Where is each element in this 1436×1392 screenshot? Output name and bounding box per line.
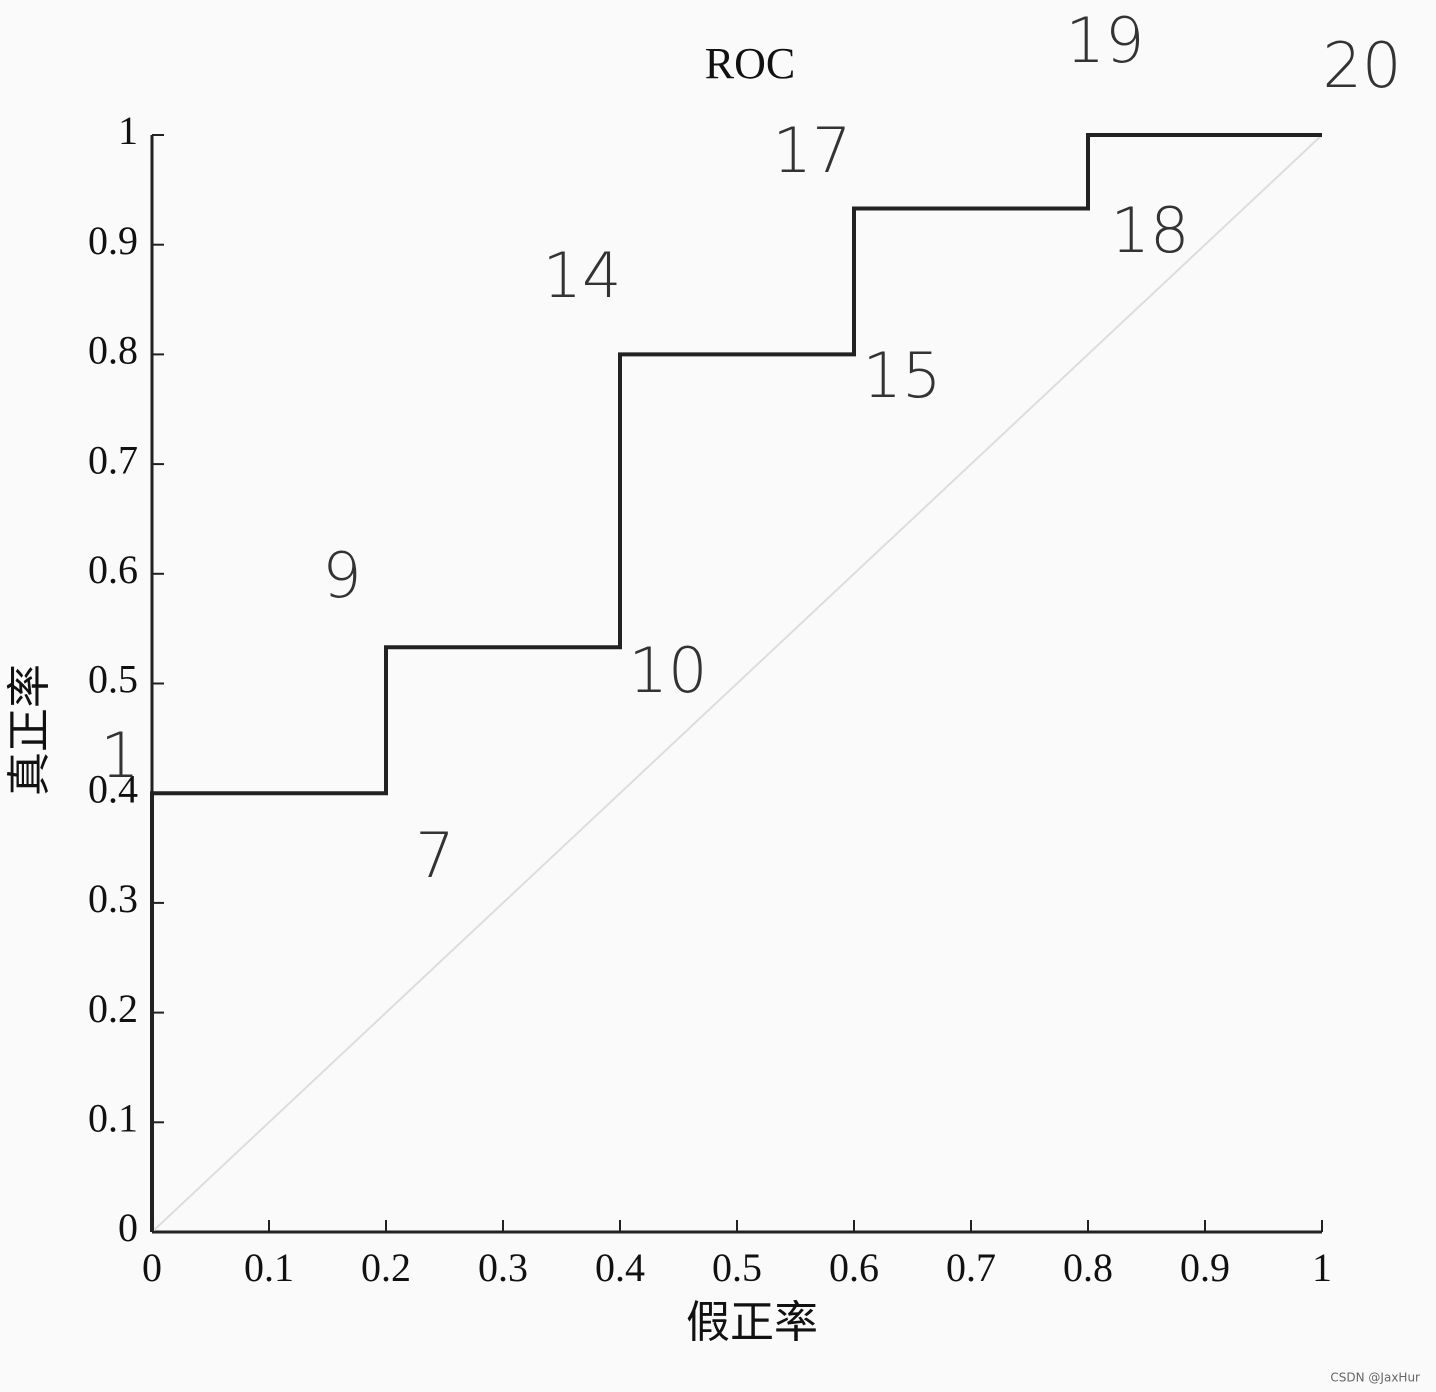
x-tick-label: 0.8 [1063,1245,1113,1290]
y-tick-label: 0.8 [88,328,138,373]
chart-title: ROC [705,39,795,88]
y-tick-label: 1 [118,108,138,153]
handwritten-note: 19 [1066,4,1145,77]
x-tick-label: 1 [1312,1245,1332,1290]
x-tick-label: 0.1 [244,1245,294,1290]
y-tick-label: 0 [118,1205,138,1250]
handwritten-note: 10 [629,634,708,707]
y-tick-label: 0.7 [88,437,138,482]
handwritten-note: 7 [415,819,454,892]
handwritten-note: 20 [1323,29,1402,102]
y-tick-label: 0.5 [88,657,138,702]
y-tick-label: 0.6 [88,547,138,592]
watermark: CSDN @JaxHur [1330,1371,1420,1385]
handwritten-note: 1 [100,719,139,792]
x-tick-label: 0.5 [712,1245,762,1290]
diagonal [151,134,1323,1233]
x-tick-label: 0.4 [595,1245,645,1290]
y-tick-label: 0.4 [88,766,138,811]
x-tick-label: 0 [142,1245,162,1290]
handwritten-note: 15 [863,339,942,412]
x-tick-label: 0.9 [1180,1245,1230,1290]
y-tick-label: 0.3 [88,876,138,921]
handwritten-note: 17 [773,114,852,187]
roc-line [150,133,1322,1232]
x-tick-label: 0.3 [478,1245,528,1290]
y-tick-label: 0.2 [88,986,138,1031]
y-tick-label: 0.9 [88,218,138,263]
handwritten-note: 18 [1111,194,1190,267]
x-tick-label: 0.6 [829,1245,879,1290]
handwritten-note: 14 [543,239,622,312]
x-axis-label: 假正率 [686,1297,818,1348]
handwritten-note: 9 [322,539,361,612]
x-tick-label: 0.7 [946,1245,996,1290]
y-axis-label: 真正率 [4,664,55,796]
y-tick-label: 0.1 [88,1095,138,1140]
x-tick-label: 0.2 [361,1245,411,1290]
